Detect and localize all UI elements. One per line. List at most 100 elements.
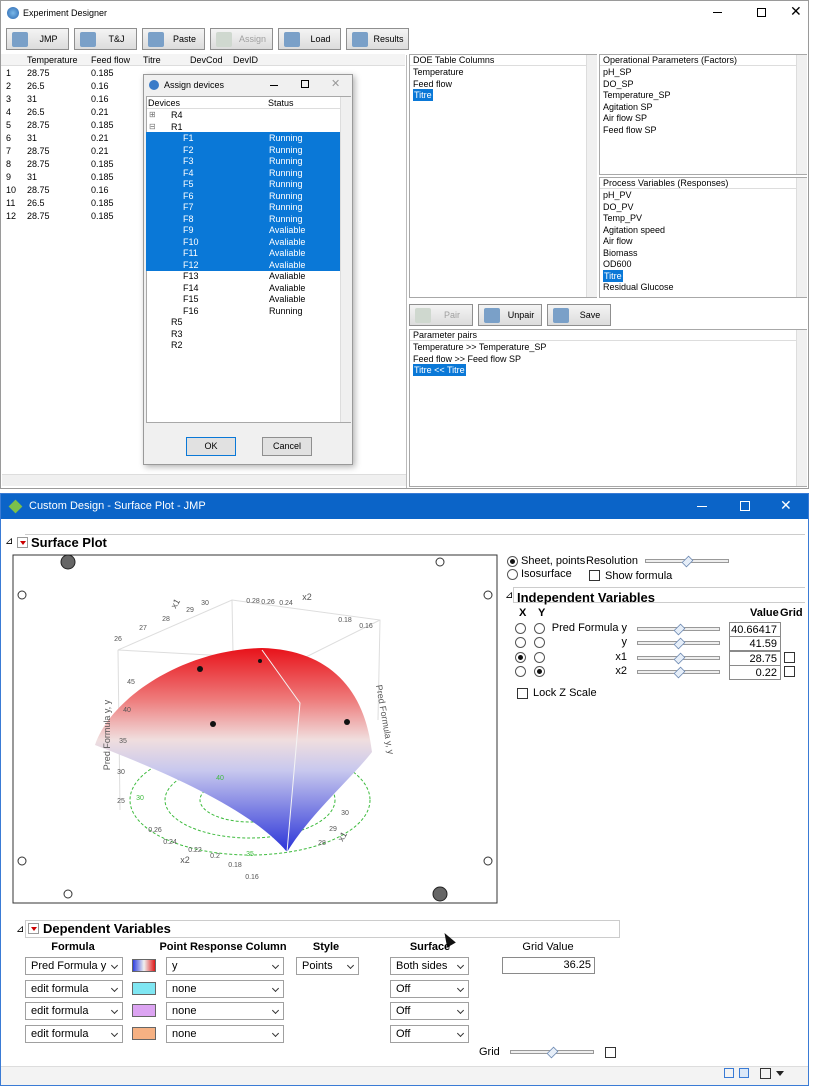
formula-dropdown[interactable]: edit formula <box>25 979 123 998</box>
color-swatch[interactable] <box>132 1027 156 1041</box>
button-icon <box>148 32 164 47</box>
tree-toggle[interactable]: ⊟ <box>149 121 156 131</box>
h-scrollbar[interactable] <box>2 474 406 486</box>
red-triangle[interactable] <box>17 537 28 548</box>
device-status: Avaliable <box>269 259 306 270</box>
formula-dropdown[interactable]: Pred Formula y <box>25 957 123 975</box>
radio-y[interactable] <box>534 623 545 634</box>
list-item: OD600 <box>603 259 632 269</box>
device-name: F13 <box>183 271 199 281</box>
list-item: pH_PV <box>603 190 632 200</box>
maximize[interactable] <box>757 8 766 17</box>
grid-checkbox[interactable] <box>784 651 795 663</box>
tree-scrollbar[interactable] <box>340 97 351 422</box>
rotate-handle[interactable] <box>60 554 76 570</box>
minimize[interactable] <box>697 506 707 507</box>
dep-header: Point Response Column <box>159 941 287 953</box>
radio-y[interactable] <box>534 651 545 663</box>
maximize[interactable] <box>740 501 750 511</box>
resolution-slider[interactable] <box>645 559 729 563</box>
show-formula-box[interactable] <box>589 570 600 581</box>
status-icon[interactable] <box>739 1068 749 1078</box>
color-swatch[interactable] <box>132 1004 156 1018</box>
radio-x[interactable] <box>515 665 526 677</box>
radio-x[interactable] <box>515 637 526 649</box>
collapse-icon[interactable]: ⊿ <box>505 590 514 601</box>
surface-dropdown[interactable]: Off <box>390 1025 469 1044</box>
var-slider[interactable] <box>637 641 720 646</box>
dialog-max[interactable] <box>301 80 309 88</box>
surface-dropdown[interactable]: Both sides <box>390 957 469 975</box>
dialog-button[interactable]: Cancel <box>262 437 312 456</box>
device-name: F9 <box>183 225 194 235</box>
var-value[interactable]: 41.59 <box>729 636 781 652</box>
lock-label: Lock Z Scale <box>533 687 597 699</box>
color-swatch[interactable] <box>132 959 156 972</box>
device-status: Avaliable <box>269 236 306 247</box>
var-slider[interactable] <box>637 669 720 674</box>
radio-y[interactable] <box>534 665 545 677</box>
minimize[interactable] <box>713 12 722 13</box>
close[interactable]: ✕ <box>790 3 802 19</box>
list-header <box>410 330 806 341</box>
collapse-icon[interactable]: ⊿ <box>16 924 25 935</box>
collapse-icon[interactable]: ⊿ <box>5 536 14 547</box>
radio-y[interactable] <box>534 637 545 649</box>
action-button[interactable]: Unpair <box>478 304 542 326</box>
cell: 28.75 <box>27 159 50 169</box>
list-scrollbar[interactable] <box>586 55 597 297</box>
status-icon[interactable] <box>724 1068 734 1078</box>
handles[interactable] <box>17 557 493 899</box>
color-swatch[interactable] <box>132 981 156 995</box>
list-scrollbar[interactable] <box>796 178 807 297</box>
column-dropdown[interactable]: none <box>166 1002 284 1021</box>
surface-dropdown[interactable]: Off <box>390 1002 469 1021</box>
radio-x[interactable] <box>515 651 526 663</box>
red-triangle[interactable] <box>28 923 39 934</box>
column-dropdown[interactable]: none <box>166 1025 284 1044</box>
action-button[interactable]: Pair <box>409 304 473 326</box>
action-button[interactable]: Save <box>547 304 611 326</box>
row-number: 5 <box>6 120 12 130</box>
rotate-handle[interactable] <box>432 886 448 902</box>
formula-dropdown[interactable]: edit formula <box>25 1002 123 1021</box>
toolbar-button[interactable]: Results <box>346 28 409 50</box>
toolbar-button[interactable]: T&J File <box>74 28 137 65</box>
lock-checkbox[interactable] <box>517 688 528 699</box>
list-scrollbar[interactable] <box>796 55 807 174</box>
var-name: Pred Formula y <box>551 622 627 634</box>
surface-dropdown[interactable]: Off <box>390 979 469 998</box>
toolbar-button[interactable]: Load <box>278 28 341 50</box>
column-dropdown[interactable]: none <box>166 979 284 998</box>
var-value[interactable]: 0.22 <box>729 664 781 680</box>
dialog-close[interactable]: ✕ <box>331 78 341 90</box>
dep-header: Surface <box>409 941 451 953</box>
list-scrollbar[interactable] <box>796 330 807 486</box>
toolbar-button[interactable]: Paste <box>142 28 205 50</box>
radio-iso[interactable] <box>507 569 518 580</box>
toolbar-button[interactable]: Assign <box>210 28 273 50</box>
status-icon[interactable] <box>760 1068 771 1079</box>
tree-toggle[interactable]: ⊞ <box>149 110 156 119</box>
cell: 28.75 <box>27 146 50 156</box>
indep-header: Grid <box>780 607 803 619</box>
style-dropdown[interactable]: Points <box>296 957 359 975</box>
radio-x[interactable] <box>515 623 526 634</box>
grid-value[interactable]: 36.25 <box>502 957 595 974</box>
grid-checkbox[interactable] <box>784 665 795 677</box>
close[interactable]: ✕ <box>780 497 792 513</box>
grid-checkbox[interactable] <box>605 1047 616 1058</box>
var-slider[interactable] <box>637 655 720 660</box>
toolbar-button[interactable]: JMP File <box>6 28 69 65</box>
dialog-button[interactable]: OK <box>186 437 236 456</box>
var-value[interactable]: 40.66417 <box>729 622 781 637</box>
var-slider[interactable] <box>637 627 720 631</box>
dialog-min[interactable] <box>270 85 278 86</box>
grid-slider[interactable] <box>510 1050 594 1054</box>
radio-sheet[interactable] <box>507 556 518 567</box>
column-dropdown[interactable]: y <box>166 957 284 975</box>
plot-label: 35 <box>246 851 254 858</box>
var-value[interactable]: 28.75 <box>729 650 781 666</box>
status-menu[interactable] <box>776 1071 784 1076</box>
formula-dropdown[interactable]: edit formula <box>25 1025 123 1044</box>
